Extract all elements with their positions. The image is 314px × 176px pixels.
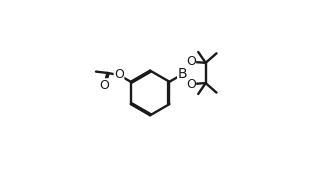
Text: O: O bbox=[114, 68, 124, 81]
Text: O: O bbox=[186, 55, 196, 68]
Text: O: O bbox=[99, 79, 109, 92]
Text: O: O bbox=[186, 78, 196, 91]
Text: B: B bbox=[177, 67, 187, 81]
